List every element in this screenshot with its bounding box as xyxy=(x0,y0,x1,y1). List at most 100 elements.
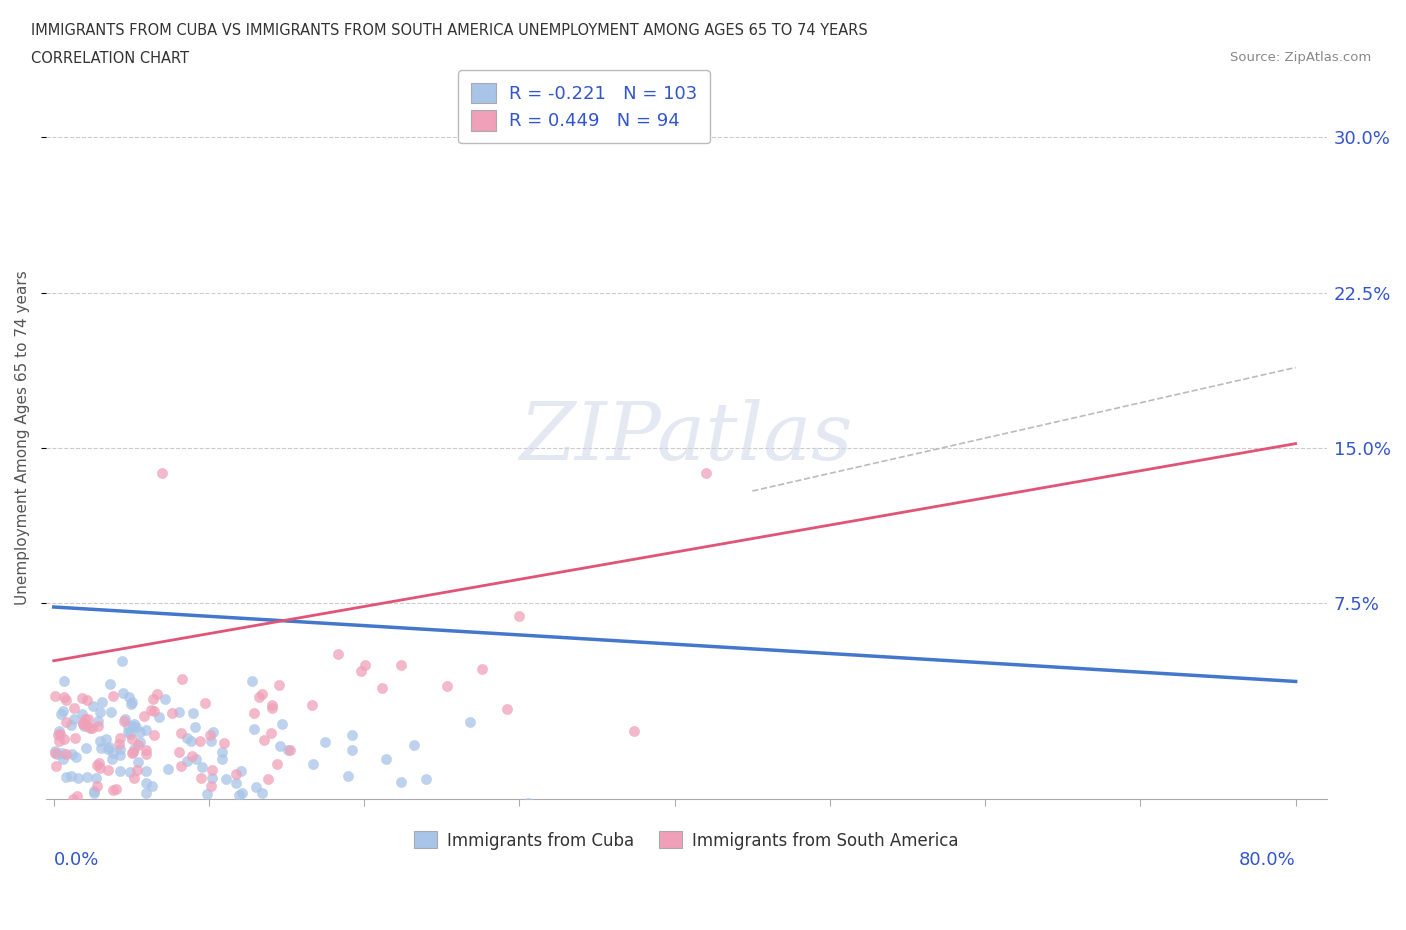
Point xyxy=(101,689,124,704)
Point xyxy=(336,667,359,682)
Point xyxy=(82,549,104,564)
Point xyxy=(51,627,73,642)
Point xyxy=(245,684,267,699)
Point xyxy=(86,647,108,662)
Point xyxy=(112,574,135,589)
Point xyxy=(243,587,266,602)
Point xyxy=(45,649,67,664)
Point xyxy=(121,604,143,619)
Point xyxy=(122,579,145,594)
Point xyxy=(73,571,96,586)
Point xyxy=(65,699,87,714)
Point xyxy=(340,598,363,613)
Point xyxy=(132,566,155,581)
Point xyxy=(72,582,94,597)
Point xyxy=(260,594,283,609)
Point xyxy=(139,734,162,749)
Point xyxy=(100,559,122,574)
Point xyxy=(142,558,165,573)
Point xyxy=(135,589,157,604)
Point xyxy=(170,650,193,665)
Point xyxy=(111,528,134,543)
Point xyxy=(169,626,191,641)
Point xyxy=(120,595,142,610)
Point xyxy=(48,607,70,622)
Point xyxy=(301,645,323,660)
Point xyxy=(60,630,83,644)
Point xyxy=(114,571,136,586)
Point xyxy=(52,507,75,522)
Point xyxy=(52,557,75,572)
Text: 0.0%: 0.0% xyxy=(53,851,98,869)
Point xyxy=(135,622,157,637)
Point xyxy=(55,540,77,555)
Text: CORRELATION CHART: CORRELATION CHART xyxy=(31,51,188,66)
Point xyxy=(180,607,202,622)
Point xyxy=(349,491,371,506)
Point xyxy=(188,607,211,622)
Point xyxy=(125,584,148,599)
Point xyxy=(429,733,451,748)
Point xyxy=(108,620,131,635)
Point xyxy=(391,480,413,495)
Point xyxy=(49,718,72,733)
Point xyxy=(262,552,284,567)
Point xyxy=(200,608,222,623)
Point xyxy=(176,603,198,618)
Point xyxy=(181,633,204,648)
Point xyxy=(243,560,266,575)
Point xyxy=(97,620,120,635)
Point xyxy=(89,653,111,668)
Point xyxy=(127,643,149,658)
Point xyxy=(169,595,191,610)
Point xyxy=(160,562,183,577)
Text: Source: ZipAtlas.com: Source: ZipAtlas.com xyxy=(1230,51,1371,64)
Point xyxy=(172,504,194,519)
Point xyxy=(250,695,273,710)
Point xyxy=(354,480,377,495)
Point xyxy=(127,615,149,630)
Point xyxy=(200,682,222,697)
Point xyxy=(90,618,112,633)
Point xyxy=(110,631,132,645)
Point xyxy=(200,669,222,684)
Text: IMMIGRANTS FROM CUBA VS IMMIGRANTS FROM SOUTH AMERICA UNEMPLOYMENT AMONG AGES 65: IMMIGRANTS FROM CUBA VS IMMIGRANTS FROM … xyxy=(31,23,868,38)
Point xyxy=(342,622,364,637)
Point xyxy=(65,635,87,650)
Text: ZIPatlas: ZIPatlas xyxy=(520,399,853,476)
Point xyxy=(103,627,125,642)
Point xyxy=(231,694,253,709)
Point xyxy=(105,687,128,702)
Point xyxy=(97,656,120,671)
Point xyxy=(72,578,94,593)
Point xyxy=(129,609,152,624)
Point xyxy=(55,630,77,644)
Point xyxy=(142,538,165,552)
Point xyxy=(695,161,717,176)
Point xyxy=(280,623,302,638)
Point xyxy=(229,658,252,672)
Point xyxy=(186,638,208,653)
Point xyxy=(87,644,110,658)
Point xyxy=(260,548,283,563)
Point xyxy=(121,627,143,642)
Point xyxy=(143,597,166,612)
Point xyxy=(60,666,83,681)
Point xyxy=(623,591,645,606)
Point xyxy=(167,560,190,575)
Point xyxy=(134,694,156,709)
Point xyxy=(117,583,139,598)
Point xyxy=(156,655,179,670)
Point xyxy=(314,610,336,625)
Point xyxy=(139,555,162,570)
Point xyxy=(240,509,263,524)
Point xyxy=(375,638,398,653)
Point xyxy=(225,677,247,692)
Point xyxy=(152,161,174,176)
Point xyxy=(516,711,538,726)
Point xyxy=(141,749,163,764)
Point xyxy=(108,603,131,618)
Point xyxy=(44,533,66,548)
Point xyxy=(371,519,394,534)
Point xyxy=(266,645,288,660)
